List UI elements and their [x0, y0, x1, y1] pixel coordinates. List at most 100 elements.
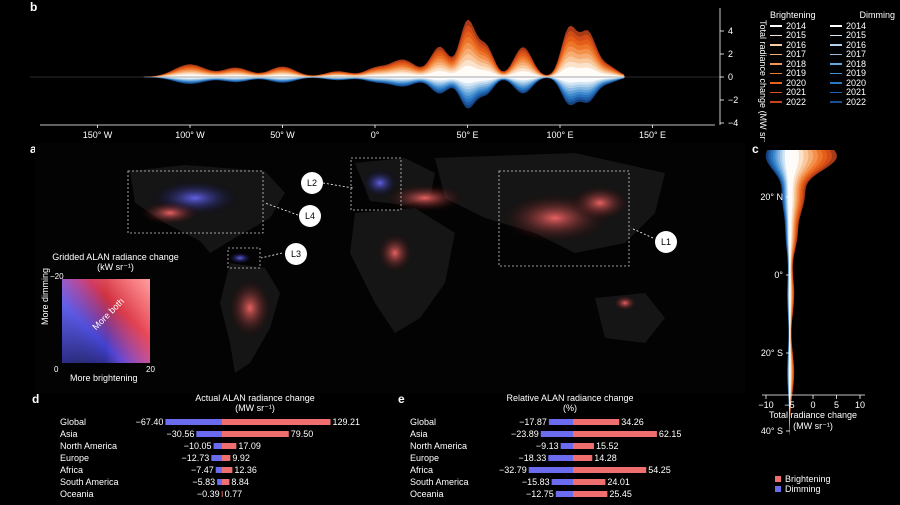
world-map: L2 L4 L3 L1 [35, 143, 745, 393]
legend-brightening-line [770, 53, 782, 55]
legend-dimming-title: Dimming [859, 10, 895, 20]
bar-brightening-value: 8.84 [231, 477, 249, 487]
bar-category-label: Africa [60, 465, 83, 475]
panel-b-x-tick-label: 150° W [83, 130, 113, 140]
bivariate-color-legend: More both [62, 279, 150, 363]
legend-brightening-line [770, 72, 782, 74]
bar-brightening-value: 34.26 [621, 417, 644, 427]
bar-dimming [551, 479, 573, 485]
legend-dimming-line [830, 25, 842, 27]
legend-year-label: 2021 [846, 87, 867, 98]
legend-year-label: 2015 [846, 30, 867, 41]
bar-brightening [573, 431, 657, 437]
panel-c-y-tick-label: 0° [774, 270, 783, 280]
bar-category-label: Asia [60, 429, 78, 439]
more-dimming-label: More dimming [40, 267, 50, 325]
legend-brightening-line [770, 25, 782, 27]
china-brightening-glow [570, 185, 630, 221]
bar-dimming-value: −5.83 [192, 477, 215, 487]
legend-dimming-line [830, 63, 842, 65]
panel-b-y-tick-label: −2 [728, 95, 738, 105]
region-box-l2 [350, 157, 402, 211]
bar-brightening [222, 467, 233, 473]
australia-shape [595, 293, 665, 343]
bar-brightening [573, 443, 594, 449]
panel-e-unit: (%) [563, 403, 577, 413]
bar-brightening-value: 17.09 [238, 441, 261, 451]
bar-brightening [573, 491, 608, 497]
panel-c-legend: Brightening Dimming [775, 474, 831, 494]
panel-e-title: Relative ALAN radiance change [506, 393, 633, 403]
bar-brightening [222, 455, 231, 461]
legend-year-label: 2015 [786, 30, 807, 41]
legend-year-row: 2019 2019 [770, 68, 895, 79]
panel-b-brightening-series [143, 19, 625, 77]
bar-category-label: Asia [410, 429, 428, 439]
bar-dimming-value: −10.05 [184, 441, 212, 451]
bar-dimming-value: −67.40 [136, 417, 164, 427]
bar-dimming [548, 419, 573, 425]
legend-dimming-line [830, 101, 842, 103]
panel-b-brightening-year-area [143, 65, 625, 77]
bar-brightening-value: 15.52 [596, 441, 619, 451]
legend-year-label: 2017 [846, 49, 867, 60]
panel-c-dimming-year-area [784, 150, 790, 435]
panel-c-legend-brightening: Brightening [785, 474, 831, 484]
legend-year-row: 2015 2015 [770, 30, 895, 41]
panel-b-dimming-series [143, 77, 625, 109]
bar-brightening-value: 0.77 [225, 489, 243, 499]
bar-dimming [548, 455, 573, 461]
bar-dimming-value: −12.73 [182, 453, 210, 463]
panel-c-y-tick-label: 20° S [761, 348, 783, 358]
leader-l4 [264, 202, 299, 216]
leader-l2 [322, 182, 354, 189]
panel-b-x-tick-label: 50° W [270, 130, 295, 140]
legend-brightening-line [770, 34, 782, 36]
legend-year-row: 2014 2014 [770, 21, 895, 31]
bar-category-label: North America [60, 441, 117, 451]
bar-brightening [222, 443, 237, 449]
region-label-l4: L4 [299, 205, 321, 227]
panel-letter-e: e [398, 392, 405, 406]
bar-brightening [222, 479, 230, 485]
legend-brightening-line [770, 91, 782, 93]
legend-year-label: 2019 [786, 68, 807, 79]
map-legend-title: Gridded ALAN radiance change (kW sr⁻¹) [33, 252, 198, 273]
panel-de-charts: Actual ALAN radiance change (MW sr⁻¹) Re… [60, 393, 681, 499]
panel-b-x-tick-label: 100° E [546, 130, 573, 140]
legend-brightening-line [770, 101, 782, 103]
legend-year-row: 2017 2017 [770, 49, 895, 60]
bar-brightening [573, 455, 593, 461]
legend-dimming-swatch [775, 486, 781, 492]
leader-l1 [630, 227, 654, 239]
tick-neg20: −20 [50, 272, 64, 281]
australia-brightening-glow [613, 295, 637, 311]
legend-year-label: 2016 [786, 39, 807, 50]
bar-brightening-value: 24.01 [607, 477, 630, 487]
panel-d-title: Actual ALAN radiance change [195, 393, 315, 403]
bar-brightening [222, 419, 331, 425]
legend-dimming-line [830, 53, 842, 55]
bar-brightening [573, 479, 606, 485]
bar-dimming-value: −32.79 [499, 465, 527, 475]
bar-brightening-value: 79.50 [291, 429, 314, 439]
legend-year-label: 2019 [846, 68, 867, 79]
panel-c-brightening-year-area [789, 150, 799, 435]
bar-dimming [217, 479, 222, 485]
legend-brightening-line [770, 63, 782, 65]
bar-category-label: Africa [410, 465, 433, 475]
panel-b-x-tick-label: 0° [371, 130, 380, 140]
bar-brightening-value: 14.28 [594, 453, 617, 463]
region-label-l2: L2 [301, 172, 323, 194]
region-label-l1: L1 [655, 231, 677, 253]
na-brightening-glow [140, 201, 200, 225]
panel-b-y-label: Total radiance change (MW sr⁻¹) [758, 20, 768, 142]
panel-letter-b: b [30, 0, 38, 14]
sa-brightening-glow [228, 278, 272, 338]
bar-dimming [213, 443, 222, 449]
panel-c-x-tick-label: 5 [834, 400, 839, 410]
bar-dimming-value: −30.56 [167, 429, 195, 439]
europe-dimming-glow [362, 169, 398, 197]
legend-dimming-line [830, 91, 842, 93]
panel-c-x-tick-label: −5 [784, 400, 794, 410]
